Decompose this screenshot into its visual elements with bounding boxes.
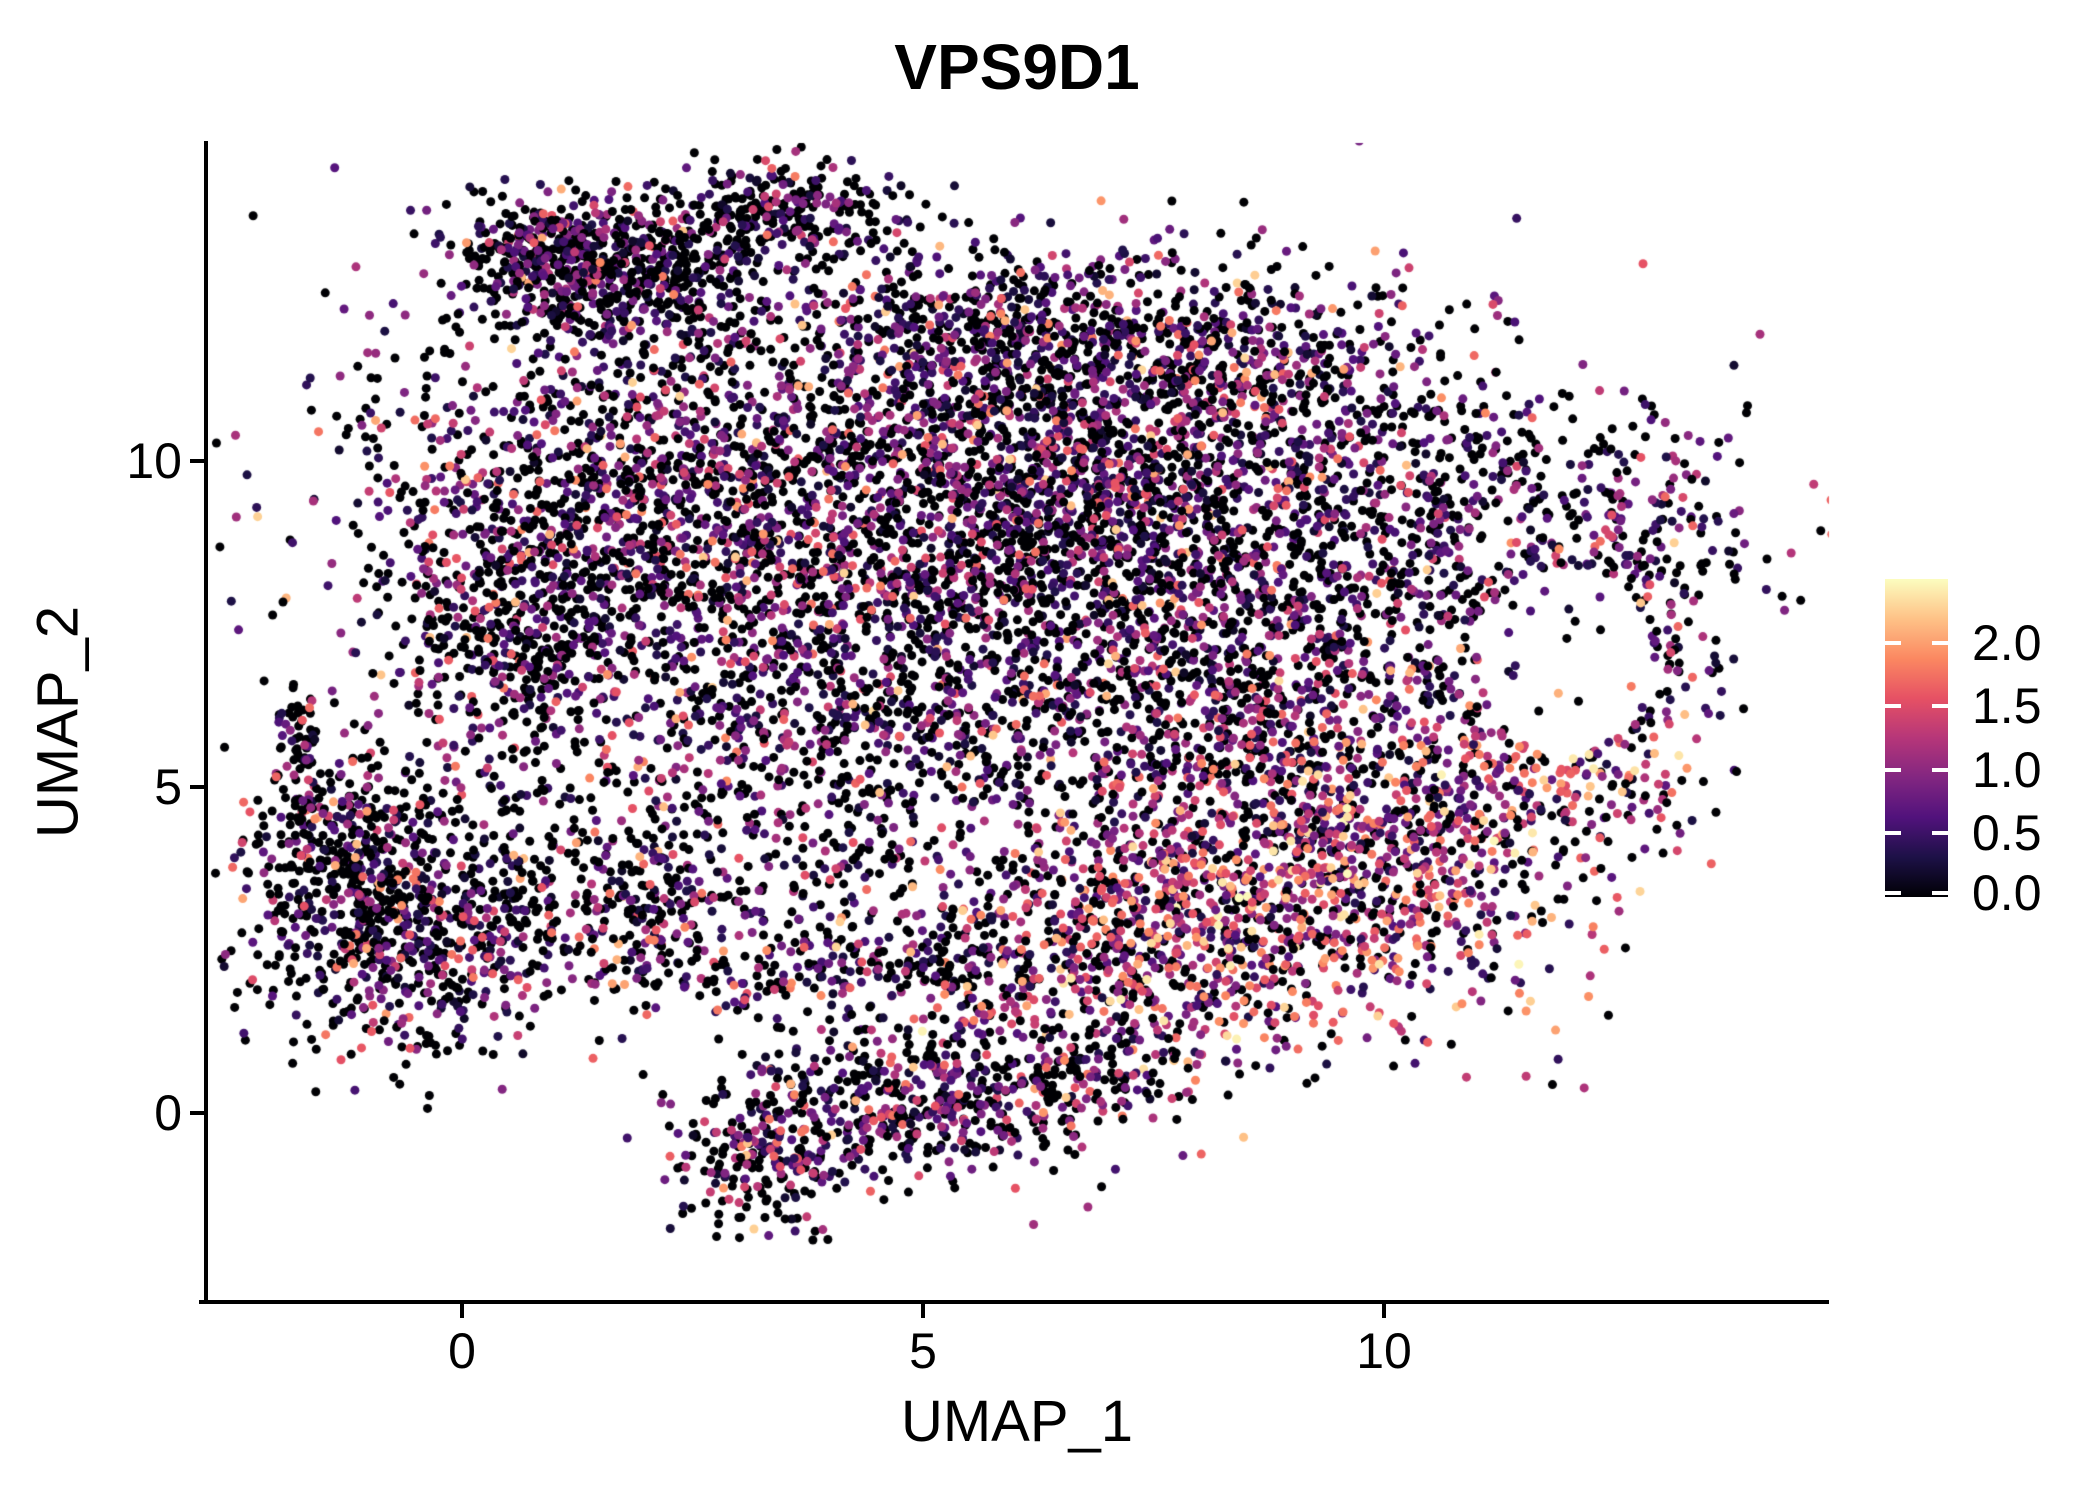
- y-tick-label: 5: [154, 759, 182, 815]
- legend-tick-label: 1.0: [1972, 741, 2042, 798]
- legend-tick-label: 0.5: [1972, 805, 2042, 862]
- x-axis-line: [199, 1300, 1829, 1304]
- colorbar-tick-mark: [1932, 640, 1948, 645]
- x-axis-title: UMAP_1: [900, 1389, 1134, 1454]
- colorbar-tick-mark: [1885, 704, 1901, 709]
- x-tick-label: 0: [448, 1323, 476, 1379]
- x-tick-mark: [921, 1304, 925, 1318]
- colorbar-tick-mark: [1932, 831, 1948, 836]
- colorbar-gradient: [1885, 579, 1948, 897]
- x-tick-label: 5: [909, 1323, 937, 1379]
- y-tick-label: 0: [154, 1085, 182, 1141]
- colorbar-tick-mark: [1885, 640, 1901, 645]
- legend-tick-label: 1.5: [1972, 678, 2042, 735]
- colorbar-tick-mark: [1932, 767, 1948, 772]
- x-tick-mark: [460, 1304, 464, 1318]
- y-tick-mark: [190, 1111, 204, 1115]
- legend-tick-label: 2.0: [1972, 614, 2042, 671]
- y-axis-line: [204, 141, 208, 1304]
- x-tick-mark: [1382, 1304, 1386, 1318]
- colorbar-tick-mark: [1885, 767, 1901, 772]
- colorbar-tick-mark: [1932, 704, 1948, 709]
- colorbar-tick-mark: [1885, 831, 1901, 836]
- colorbar-tick-mark: [1885, 891, 1901, 895]
- y-axis-title: UMAP_2: [25, 605, 91, 839]
- y-tick-mark: [190, 785, 204, 789]
- colorbar-tick-mark: [1932, 891, 1948, 895]
- y-tick-label: 10: [126, 433, 182, 489]
- legend-tick-label: 0.0: [1972, 865, 2042, 921]
- x-tick-label: 10: [1356, 1323, 1412, 1379]
- y-tick-mark: [190, 459, 204, 463]
